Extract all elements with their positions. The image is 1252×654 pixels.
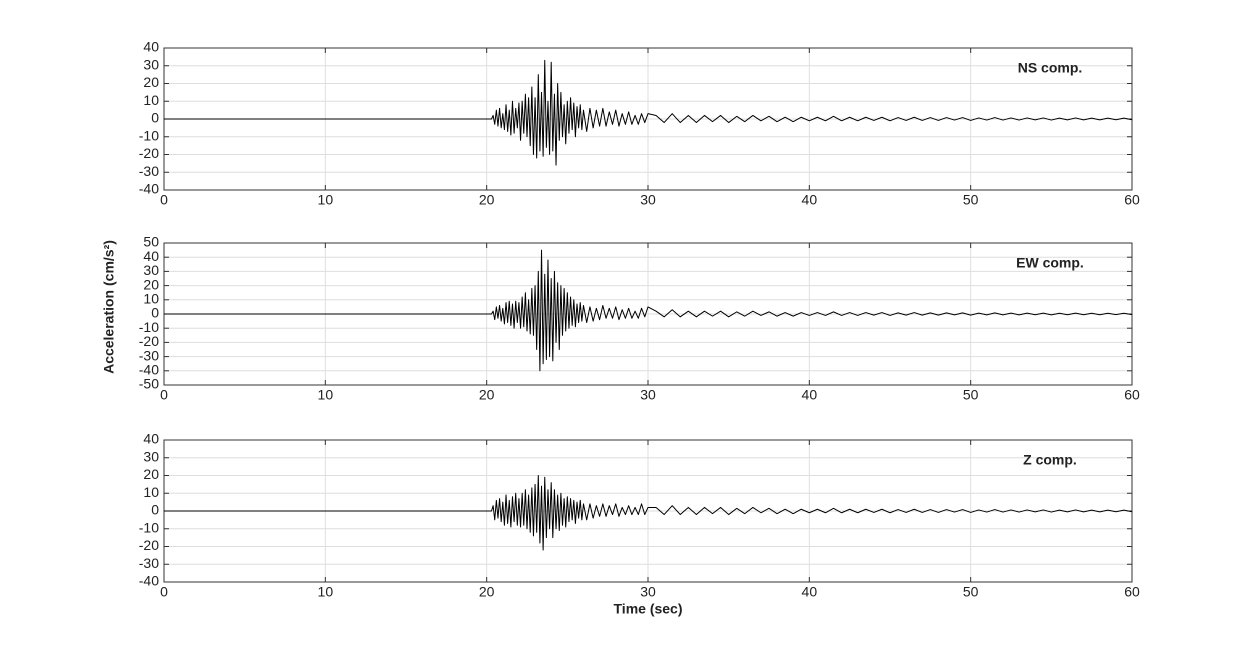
- x-tick-label: 0: [160, 387, 168, 403]
- y-tick-label: 0: [151, 502, 159, 518]
- y-tick-label: -20: [139, 537, 159, 553]
- y-tick-label: 30: [143, 56, 159, 72]
- annotation: EW comp.: [1016, 255, 1084, 271]
- y-tick-label: -30: [139, 347, 159, 363]
- x-tick-label: 60: [1124, 584, 1140, 600]
- x-tick-label: 50: [963, 387, 979, 403]
- y-tick-label: 10: [143, 291, 159, 307]
- y-tick-label: 20: [143, 74, 159, 90]
- waveform: [164, 475, 1133, 551]
- y-tick-label: 10: [143, 92, 159, 108]
- y-tick-label: 50: [143, 234, 159, 250]
- x-tick-label: 0: [160, 192, 168, 208]
- y-tick-label: -40: [139, 573, 159, 589]
- y-tick-label: 40: [143, 431, 159, 447]
- y-axis-label: Acceleration (cm/s²): [101, 240, 117, 374]
- x-tick-label: 30: [640, 192, 656, 208]
- y-tick-label: 0: [151, 110, 159, 126]
- y-tick-label: -10: [139, 519, 159, 535]
- x-tick-label: 20: [479, 584, 495, 600]
- y-tick-label: 40: [143, 39, 159, 55]
- y-tick-label: 30: [143, 262, 159, 278]
- y-tick-label: 40: [143, 248, 159, 264]
- x-tick-label: 50: [963, 584, 979, 600]
- x-tick-label: 10: [318, 192, 334, 208]
- waveform: [164, 59, 1133, 166]
- x-tick-label: 0: [160, 584, 168, 600]
- y-tick-label: -30: [139, 555, 159, 571]
- x-axis-label: Time (sec): [614, 601, 683, 617]
- x-tick-label: 10: [318, 387, 334, 403]
- y-tick-label: -20: [139, 145, 159, 161]
- x-tick-label: 40: [802, 387, 818, 403]
- y-tick-label: 10: [143, 484, 159, 500]
- y-tick-label: -50: [139, 376, 159, 392]
- x-tick-label: 30: [640, 387, 656, 403]
- y-tick-label: 20: [143, 276, 159, 292]
- x-tick-label: 50: [963, 192, 979, 208]
- y-tick-label: 0: [151, 305, 159, 321]
- y-tick-label: -10: [139, 319, 159, 335]
- y-tick-label: 30: [143, 448, 159, 464]
- y-tick-label: 20: [143, 466, 159, 482]
- x-tick-label: 40: [802, 192, 818, 208]
- x-tick-label: 20: [479, 192, 495, 208]
- x-tick-label: 10: [318, 584, 334, 600]
- y-tick-label: -30: [139, 163, 159, 179]
- y-tick-label: -20: [139, 333, 159, 349]
- x-tick-label: 40: [802, 584, 818, 600]
- y-tick-label: -40: [139, 362, 159, 378]
- x-tick-label: 20: [479, 387, 495, 403]
- x-tick-label: 60: [1124, 387, 1140, 403]
- y-tick-label: -10: [139, 127, 159, 143]
- x-tick-label: 60: [1124, 192, 1140, 208]
- annotation: NS comp.: [1018, 60, 1083, 76]
- x-tick-label: 30: [640, 584, 656, 600]
- waveform: [164, 249, 1133, 372]
- y-tick-label: -40: [139, 181, 159, 197]
- annotation: Z comp.: [1023, 452, 1077, 468]
